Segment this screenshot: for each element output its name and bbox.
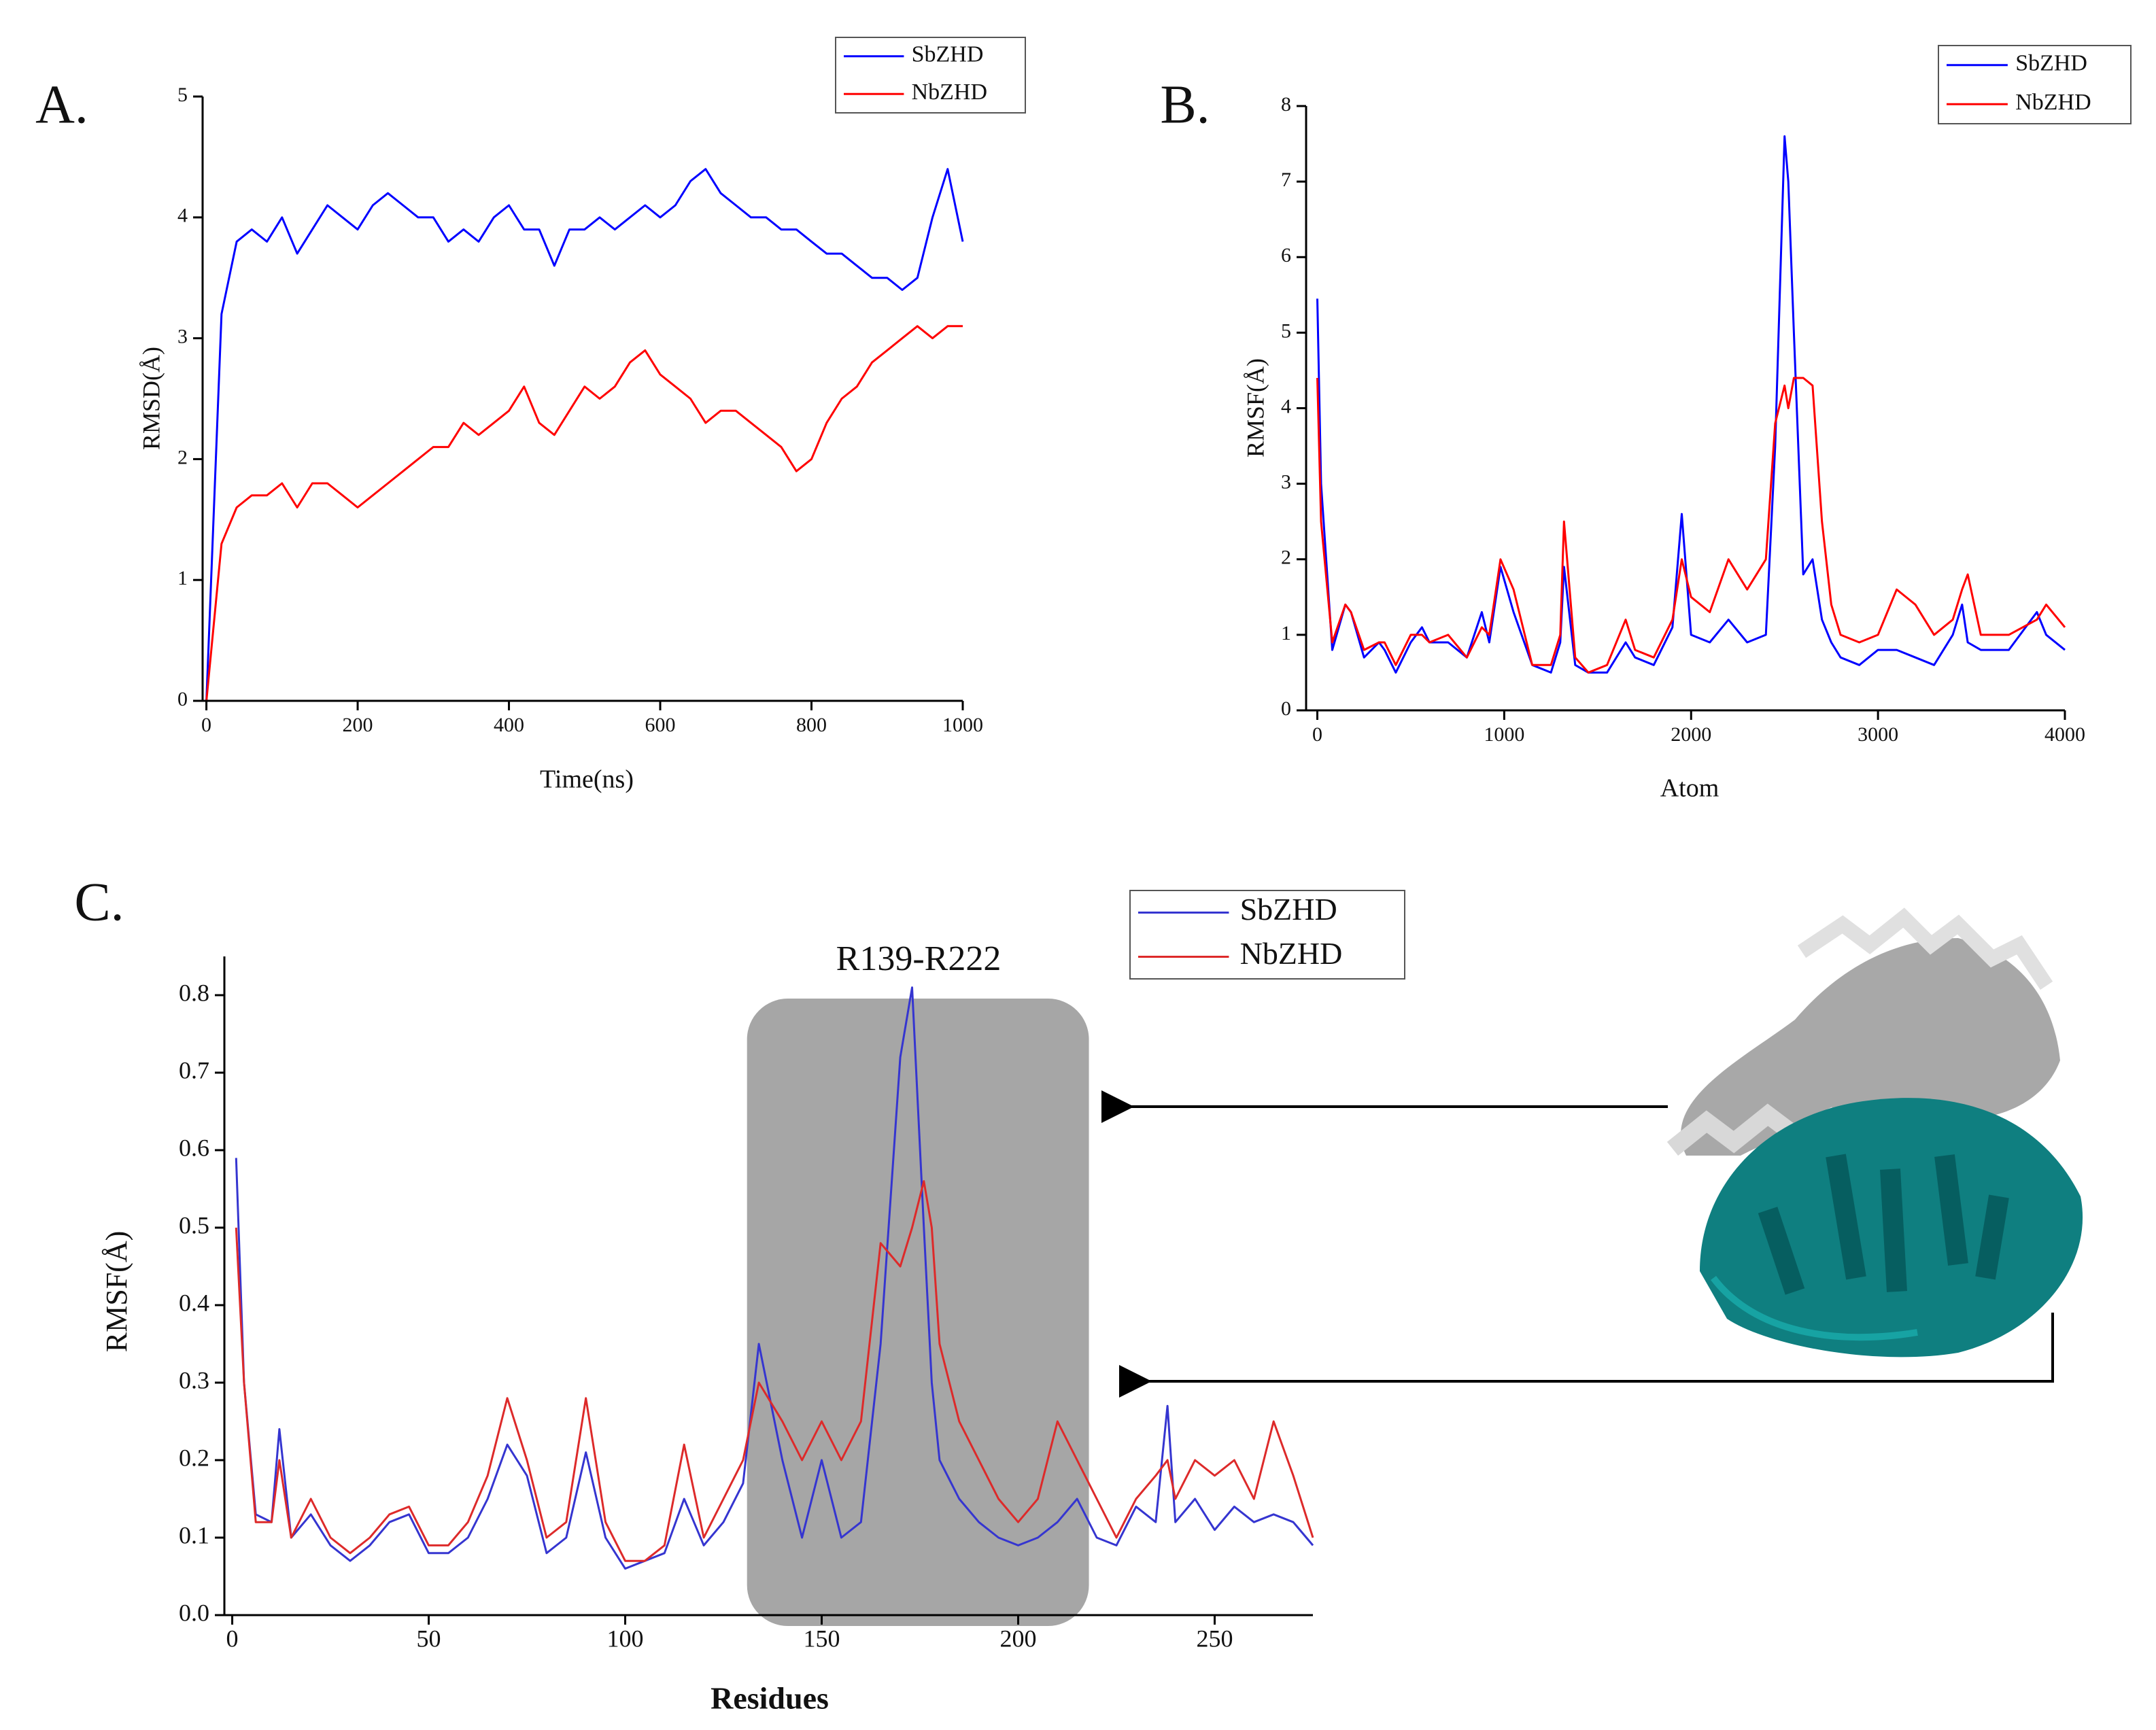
x-axis-title: Residues <box>711 1681 829 1716</box>
legend-label: SbZHD <box>1240 892 1337 927</box>
y-tick-label: 0.2 <box>179 1444 209 1471</box>
legend-box <box>1938 45 2132 124</box>
x-tick-label: 3000 <box>1858 723 1898 746</box>
panel-label: B. <box>1160 75 1210 135</box>
y-tick-label: 0.0 <box>179 1599 209 1626</box>
series-line <box>235 986 1314 1570</box>
series-line <box>1316 377 2066 674</box>
legend-label: SbZHD <box>2015 51 2087 76</box>
protein-structure <box>1666 907 2083 1357</box>
x-tick-label: 600 <box>645 714 676 736</box>
legend-box <box>835 37 1026 114</box>
protein-helix <box>1797 907 2053 990</box>
y-tick-label: 4 <box>177 205 188 227</box>
highlight-region <box>747 999 1089 1626</box>
y-tick-label: 5 <box>177 84 188 106</box>
panel-label: A. <box>35 75 88 135</box>
series-line <box>235 1180 1314 1562</box>
y-tick-label: 0.8 <box>179 979 209 1006</box>
y-tick-label: 0.7 <box>179 1056 209 1084</box>
legend-label: NbZHD <box>912 80 987 105</box>
protein-sheet <box>1758 1154 2009 1295</box>
y-tick-label: 1 <box>1281 622 1291 644</box>
x-tick-label: 400 <box>494 714 524 736</box>
x-tick-label: 0 <box>1312 723 1322 746</box>
y-tick-label: 2 <box>177 446 188 468</box>
y-tick-label: 4 <box>1281 395 1291 417</box>
arrow <box>1119 1313 2054 1398</box>
y-tick-label: 8 <box>1281 93 1291 116</box>
legend-label: NbZHD <box>2015 90 2091 115</box>
x-tick-label: 0 <box>226 1625 239 1652</box>
legend-label: NbZHD <box>1240 936 1343 971</box>
protein-loop <box>1711 1275 1918 1341</box>
y-axis-title: RMSD(Å) <box>137 347 165 450</box>
y-tick-label: 0.1 <box>179 1521 209 1549</box>
panel-label: C. <box>74 872 124 932</box>
x-tick-label: 4000 <box>2044 723 2085 746</box>
y-axis-title: RMSF(Å) <box>100 1231 133 1353</box>
x-tick-label: 0 <box>201 714 211 736</box>
x-tick-label: 50 <box>417 1625 441 1652</box>
y-tick-label: 0.5 <box>179 1211 209 1239</box>
x-tick-label: 200 <box>343 714 373 736</box>
x-tick-label: 2000 <box>1671 723 1711 746</box>
y-tick-label: 5 <box>1281 319 1291 342</box>
series-line <box>205 168 964 702</box>
protein-gray <box>1681 938 2060 1156</box>
series-line <box>1316 135 2066 674</box>
legend-label: SbZHD <box>912 42 984 67</box>
y-tick-label: 0.3 <box>179 1366 209 1394</box>
legend-box <box>1129 890 1405 980</box>
y-tick-label: 0 <box>1281 697 1291 720</box>
x-tick-label: 100 <box>607 1625 644 1652</box>
x-tick-label: 150 <box>804 1625 840 1652</box>
x-axis-title: Time(ns) <box>540 765 634 794</box>
y-tick-label: 7 <box>1281 169 1291 191</box>
annotation: R139-R222 <box>836 939 1002 978</box>
x-tick-label: 200 <box>1000 1625 1037 1652</box>
x-tick-label: 800 <box>796 714 827 736</box>
y-tick-label: 0 <box>177 688 188 710</box>
y-tick-label: 6 <box>1281 244 1291 266</box>
y-axis-title: RMSF(Å) <box>1242 358 1269 457</box>
y-tick-label: 3 <box>177 325 188 347</box>
y-tick-label: 2 <box>1281 547 1291 569</box>
x-axis-title: Atom <box>1660 774 1719 803</box>
y-tick-label: 3 <box>1281 471 1291 494</box>
x-tick-label: 1000 <box>942 714 983 736</box>
x-tick-label: 250 <box>1197 1625 1233 1652</box>
y-tick-label: 1 <box>177 567 188 589</box>
y-tick-label: 0.4 <box>179 1289 209 1316</box>
series-line <box>205 325 963 702</box>
x-tick-label: 1000 <box>1484 723 1524 746</box>
y-tick-label: 0.6 <box>179 1134 209 1161</box>
